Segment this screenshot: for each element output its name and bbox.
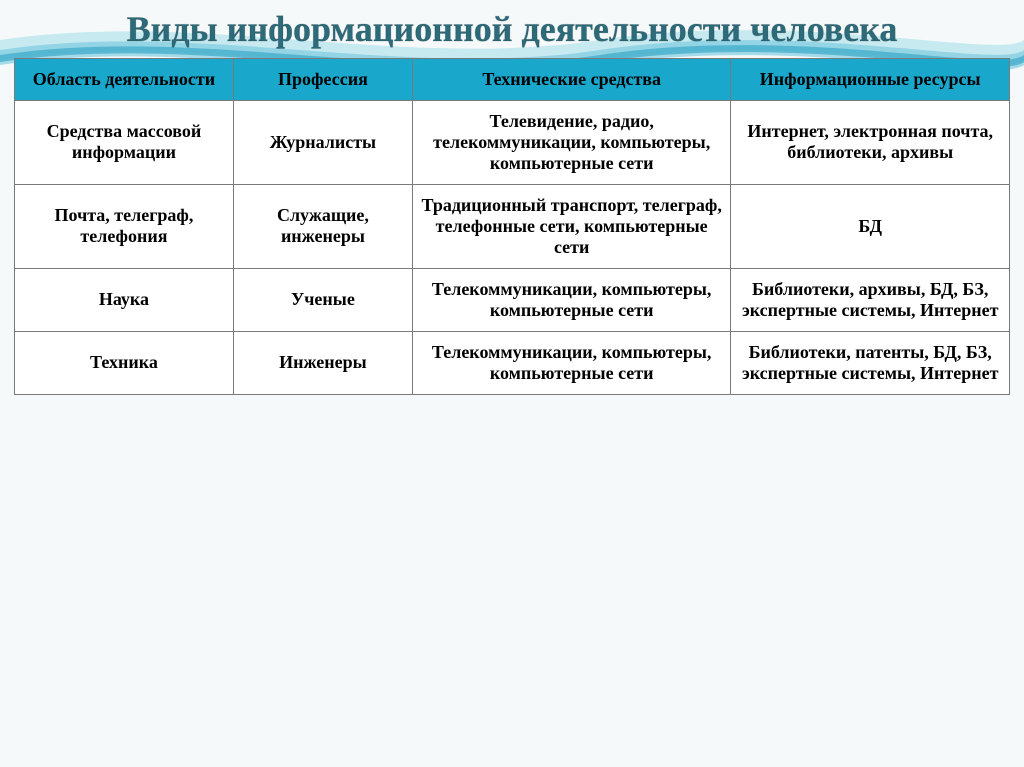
cell: Библиотеки, патенты, БД, БЗ, экспертные … bbox=[731, 331, 1010, 394]
cell: Библиотеки, архивы, БД, БЗ, экспертные с… bbox=[731, 268, 1010, 331]
table-row: Техника Инженеры Телекоммуникации, компь… bbox=[15, 331, 1010, 394]
cell: Инженеры bbox=[233, 331, 412, 394]
cell: Телекоммуникации, компьютеры, компьютерн… bbox=[412, 268, 730, 331]
cell: Телекоммуникации, компьютеры, компьютерн… bbox=[412, 331, 730, 394]
table-row: Средства массовой информации Журналисты … bbox=[15, 100, 1010, 184]
cell: Ученые bbox=[233, 268, 412, 331]
header-cell: Технические средства bbox=[412, 58, 730, 100]
header-cell: Профессия bbox=[233, 58, 412, 100]
page-title: Виды информационной деятельности человек… bbox=[14, 10, 1010, 50]
cell: Служащие, инженеры bbox=[233, 184, 412, 268]
cell: БД bbox=[731, 184, 1010, 268]
cell: Почта, телеграф, телефония bbox=[15, 184, 234, 268]
cell: Наука bbox=[15, 268, 234, 331]
table-row: Наука Ученые Телекоммуникации, компьютер… bbox=[15, 268, 1010, 331]
table-header-row: Область деятельности Профессия Техническ… bbox=[15, 58, 1010, 100]
header-cell: Область деятельности bbox=[15, 58, 234, 100]
cell: Техника bbox=[15, 331, 234, 394]
cell: Телевидение, радио, телекоммуникации, ко… bbox=[412, 100, 730, 184]
header-cell: Информационные ресурсы bbox=[731, 58, 1010, 100]
cell: Средства массовой информации bbox=[15, 100, 234, 184]
cell: Журналисты bbox=[233, 100, 412, 184]
cell: Интернет, электронная почта, библиотеки,… bbox=[731, 100, 1010, 184]
cell: Традиционный транспорт, телеграф, телефо… bbox=[412, 184, 730, 268]
table-row: Почта, телеграф, телефония Служащие, инж… bbox=[15, 184, 1010, 268]
activities-table: Область деятельности Профессия Техническ… bbox=[14, 58, 1010, 395]
